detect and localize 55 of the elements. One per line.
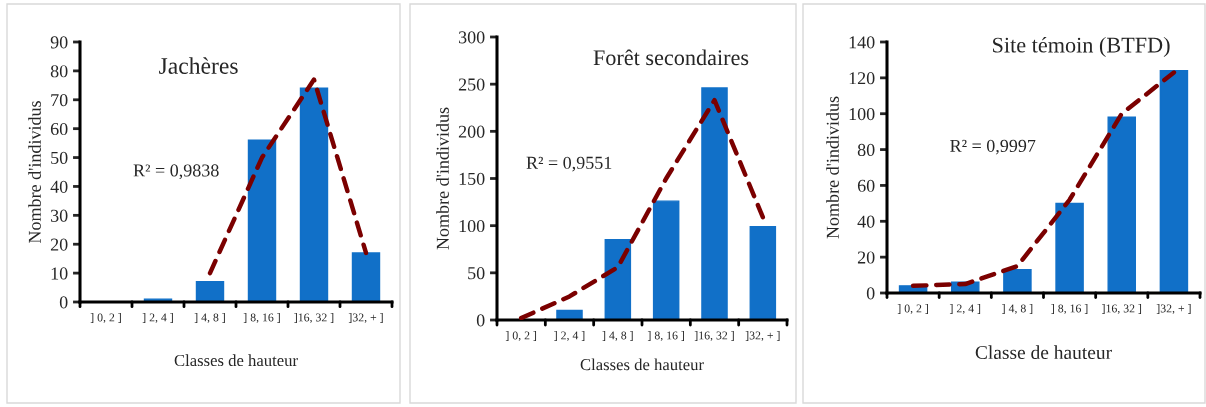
annotation: R² = 0,9551 — [526, 156, 612, 172]
y-tick-label: 60 — [50, 122, 68, 136]
y-tick-label: 20 — [857, 251, 875, 264]
y-tick-label: 50 — [468, 267, 485, 280]
chart-title: Jachères — [159, 57, 238, 74]
x-axis-title: Classe de hauteur — [975, 345, 1112, 360]
x-tick-label: ] 8, 16 ] — [1051, 304, 1088, 315]
y-axis-title: Nombre d'individus — [436, 107, 449, 250]
y-tick-label: 80 — [857, 143, 875, 157]
y-tick-label: 10 — [51, 267, 68, 280]
x-tick-label: ] 8, 16 ] — [647, 331, 684, 342]
x-tick-label: ] 0, 2 ] — [505, 331, 537, 342]
y-tick-label: 70 — [51, 94, 68, 107]
y-tick-label: 80 — [50, 65, 68, 78]
y-tick-label: 0 — [59, 296, 68, 309]
x-tick-label: ] 4, 8 ] — [194, 313, 225, 324]
x-tick-label: ] 2, 4 ] — [554, 331, 585, 342]
x-tick-label: ]16, 32 ] — [294, 313, 334, 324]
x-tick-label: ] 2, 4 ] — [142, 313, 173, 324]
x-tick-label: ]16, 32 ] — [694, 331, 734, 342]
y-tick-label: 140 — [849, 36, 875, 49]
y-tick-label: 30 — [51, 209, 68, 222]
y-tick-label: 300 — [458, 31, 485, 44]
x-tick-label: ] 0, 2 ] — [90, 313, 121, 324]
y-tick-label: 250 — [458, 78, 485, 91]
y-axis-title: Nombre d'individus — [28, 101, 41, 244]
y-tick-label: 90 — [50, 36, 68, 49]
x-tick-label: ] 2, 4 ] — [949, 304, 981, 315]
x-tick-label: ]16, 32 ] — [1102, 304, 1142, 315]
x-axis-title: Classes de hauteur — [174, 354, 298, 367]
x-tick-label: ]32, + ] — [1156, 304, 1191, 315]
y-tick-label: 60 — [857, 179, 875, 192]
y-tick-label: 200 — [458, 125, 485, 138]
x-tick-label: ]32, + ] — [745, 331, 780, 342]
y-tick-label: 50 — [51, 151, 68, 164]
y-tick-label: 40 — [50, 180, 68, 193]
chart-title: Site témoin (BTFD) — [993, 36, 1170, 58]
y-tick-label: 100 — [849, 107, 875, 121]
x-tick-label: ] 4, 8 ] — [602, 331, 633, 342]
annotation: R² = 0,9838 — [133, 164, 219, 180]
chart-title: Forêt secondaires — [593, 49, 749, 66]
x-tick-label: ] 4, 8 ] — [1002, 304, 1033, 315]
y-tick-label: 100 — [459, 219, 485, 233]
y-tick-label: 0 — [476, 314, 485, 327]
x-tick-label: ] 0, 2 ] — [897, 304, 928, 315]
y-tick-label: 150 — [459, 172, 485, 185]
y-tick-label: 0 — [866, 287, 875, 300]
y-tick-label: 120 — [849, 72, 875, 85]
y-tick-label: 40 — [857, 215, 875, 228]
annotation: R² = 0,9997 — [950, 139, 1036, 155]
y-tick-label: 20 — [50, 238, 68, 251]
x-tick-label: ] 8, 16 ] — [243, 313, 280, 324]
x-tick-label: ]32, + ] — [348, 313, 383, 324]
x-axis-title: Classes de hauteur — [580, 358, 704, 371]
y-axis-title: Nombre d'individus — [826, 96, 839, 239]
